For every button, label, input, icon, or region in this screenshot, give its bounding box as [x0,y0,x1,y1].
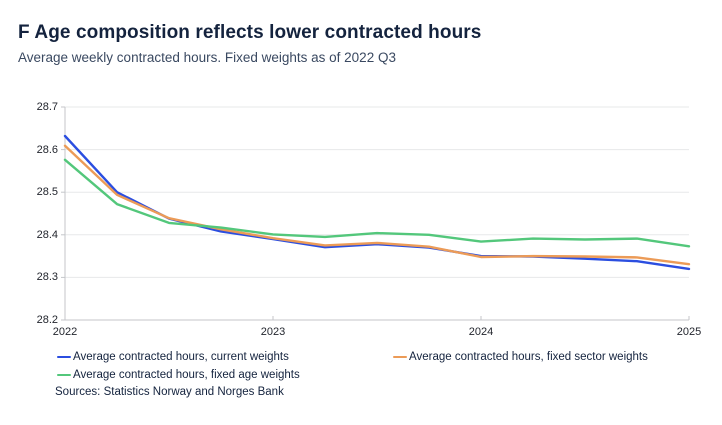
legend-item-fixed-age-weights: Average contracted hours, fixed age weig… [57,369,300,381]
x-axis-label: 2025 [676,326,702,338]
source-note: Sources: Statistics Norway and Norges Ba… [55,386,284,398]
legend-line-swatch-green [57,373,71,377]
chart-subtitle: Average weekly contracted hours. Fixed w… [18,50,396,65]
x-axis-label: 2022 [52,326,78,338]
y-axis-label: 28.5 [36,186,58,199]
legend-line-swatch-orange [393,355,407,359]
y-axis-label: 28.6 [36,143,58,156]
y-axis-label: 28.3 [36,271,58,284]
legend-label: Average contracted hours, fixed sector w… [409,351,648,363]
series-line-current_weights [63,134,691,271]
y-axis-label: 28.4 [36,228,58,241]
legend-label: Average contracted hours, current weight… [73,351,289,363]
legend-item-fixed-sector-weights: Average contracted hours, fixed sector w… [393,351,648,363]
page-title: F Age composition reflects lower contrac… [18,22,482,43]
series-line-fixed_sector_weights [63,144,691,266]
series-line-fixed_age_weights [63,158,691,248]
x-axis-label: 2024 [468,326,494,338]
legend-item-current-weights: Average contracted hours, current weight… [57,351,289,363]
legend-line-swatch-blue [57,355,71,359]
y-axis-label: 28.2 [36,314,58,326]
y-axis-label: 28.7 [36,101,58,113]
x-axis-label: 2023 [260,326,286,338]
legend-label: Average contracted hours, fixed age weig… [73,369,300,381]
